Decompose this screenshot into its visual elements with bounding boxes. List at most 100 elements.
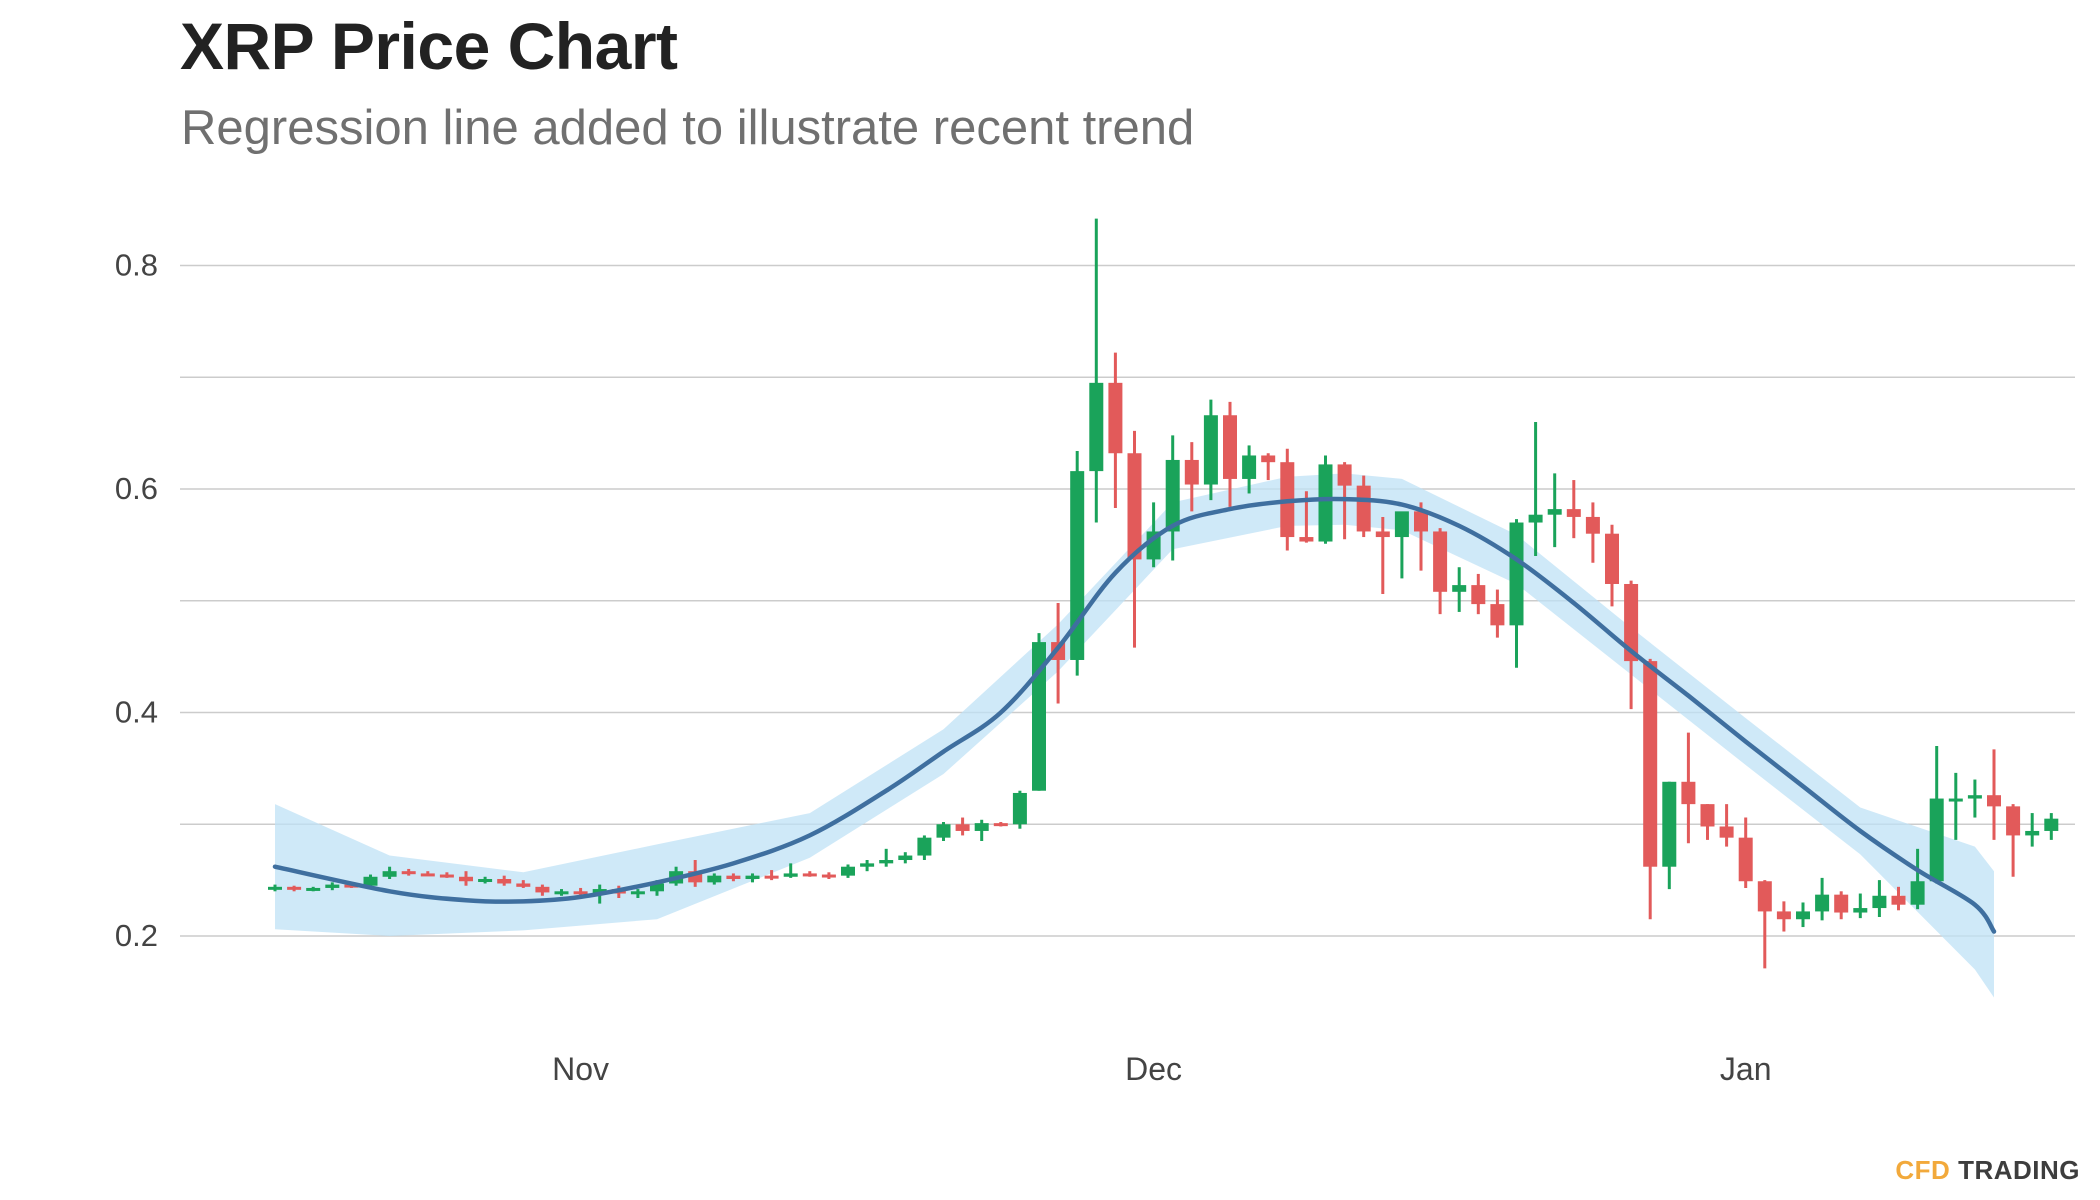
candle — [1471, 573, 1486, 615]
candle-body — [1815, 894, 1830, 912]
candle — [363, 874, 378, 887]
candle — [1490, 589, 1505, 638]
candle-body — [1433, 531, 1448, 592]
candle — [1070, 451, 1085, 676]
candle — [1719, 804, 1734, 847]
candle-body — [420, 873, 435, 877]
candle-body — [1012, 792, 1027, 825]
candle-body — [688, 871, 703, 883]
candle — [993, 822, 1008, 827]
candle — [1547, 473, 1562, 548]
candle — [898, 852, 913, 864]
candle-body — [764, 875, 779, 879]
candle-body — [1299, 537, 1314, 542]
x-tick-label: Nov — [552, 1051, 609, 1087]
candle-body — [1566, 509, 1581, 517]
candle-body — [1528, 514, 1543, 523]
regression-line — [272, 496, 1997, 934]
candle-body — [1929, 798, 1944, 882]
candle — [821, 872, 836, 880]
candle-body — [1318, 464, 1333, 542]
candle — [306, 886, 321, 892]
candle-body — [1662, 781, 1677, 867]
candle-body — [1948, 798, 1963, 802]
candle-body — [1089, 382, 1104, 472]
candle — [1566, 480, 1581, 539]
candle-body — [1605, 533, 1619, 584]
candle-body — [1757, 881, 1772, 912]
candle — [1910, 848, 1925, 910]
candle — [439, 872, 454, 878]
candle — [1605, 524, 1619, 607]
candle — [802, 871, 817, 877]
candle-body — [1375, 531, 1390, 538]
candle-body — [993, 823, 1008, 827]
candle — [1662, 781, 1677, 890]
brand-logo: CFD TRADING — [1895, 1155, 2080, 1186]
candle — [401, 868, 416, 876]
candle-body — [1184, 459, 1199, 485]
candle-body — [1203, 415, 1218, 485]
y-tick-label: 0.8 — [115, 248, 158, 283]
candle-body — [1414, 511, 1428, 532]
candle-body — [2044, 818, 2059, 831]
candle — [2025, 813, 2040, 847]
candle-body — [1452, 585, 1467, 592]
candle-body — [1242, 455, 1257, 479]
candle-body — [707, 875, 722, 883]
x-tick-label: Dec — [1125, 1051, 1182, 1087]
candle-body — [268, 886, 282, 890]
candle — [535, 884, 550, 896]
candle — [1012, 790, 1027, 829]
candle — [1184, 442, 1199, 512]
candle — [1681, 732, 1696, 844]
candle — [1987, 749, 2001, 840]
gridlines — [180, 264, 2075, 937]
candle-body — [936, 824, 951, 838]
candle-body — [535, 886, 550, 893]
candle-body — [1165, 459, 1180, 532]
candle-body — [1490, 604, 1505, 626]
candle — [860, 860, 875, 872]
candle-body — [630, 891, 645, 895]
candle — [1509, 519, 1524, 668]
candle-body — [1223, 415, 1237, 479]
candle-body — [1700, 804, 1715, 827]
candle-body — [974, 823, 989, 831]
candle — [1414, 502, 1428, 571]
candle-body — [306, 887, 321, 891]
candle — [1242, 445, 1257, 494]
candle — [2006, 804, 2021, 877]
candle-body — [1891, 895, 1906, 905]
candle — [1528, 421, 1543, 557]
regression-line-path — [272, 496, 1997, 934]
candle — [974, 819, 989, 842]
candle-body — [2006, 806, 2021, 836]
candle-body — [478, 879, 493, 883]
x-tick-label: Jan — [1720, 1051, 1772, 1087]
candle-body — [516, 883, 531, 887]
candle — [1834, 891, 1849, 920]
candle-body — [439, 874, 454, 878]
candle — [1757, 880, 1772, 969]
candle — [1108, 352, 1123, 508]
candle — [764, 870, 779, 881]
candle — [1967, 779, 1982, 818]
candle — [497, 875, 512, 886]
candle-body — [745, 875, 760, 880]
candle-body — [650, 883, 664, 892]
candle — [1776, 901, 1791, 932]
candle-body — [401, 871, 416, 875]
candle — [573, 887, 588, 896]
candle — [917, 835, 932, 861]
candle-body — [325, 884, 340, 888]
candle-body — [821, 874, 836, 878]
candle — [1127, 430, 1142, 648]
candle — [1815, 877, 1830, 921]
candle — [459, 871, 473, 886]
candle-body — [1834, 894, 1849, 913]
chart-title: XRP Price Chart — [180, 9, 678, 83]
candle-body — [841, 866, 855, 876]
candle — [1089, 218, 1104, 523]
candle-body — [879, 860, 894, 864]
